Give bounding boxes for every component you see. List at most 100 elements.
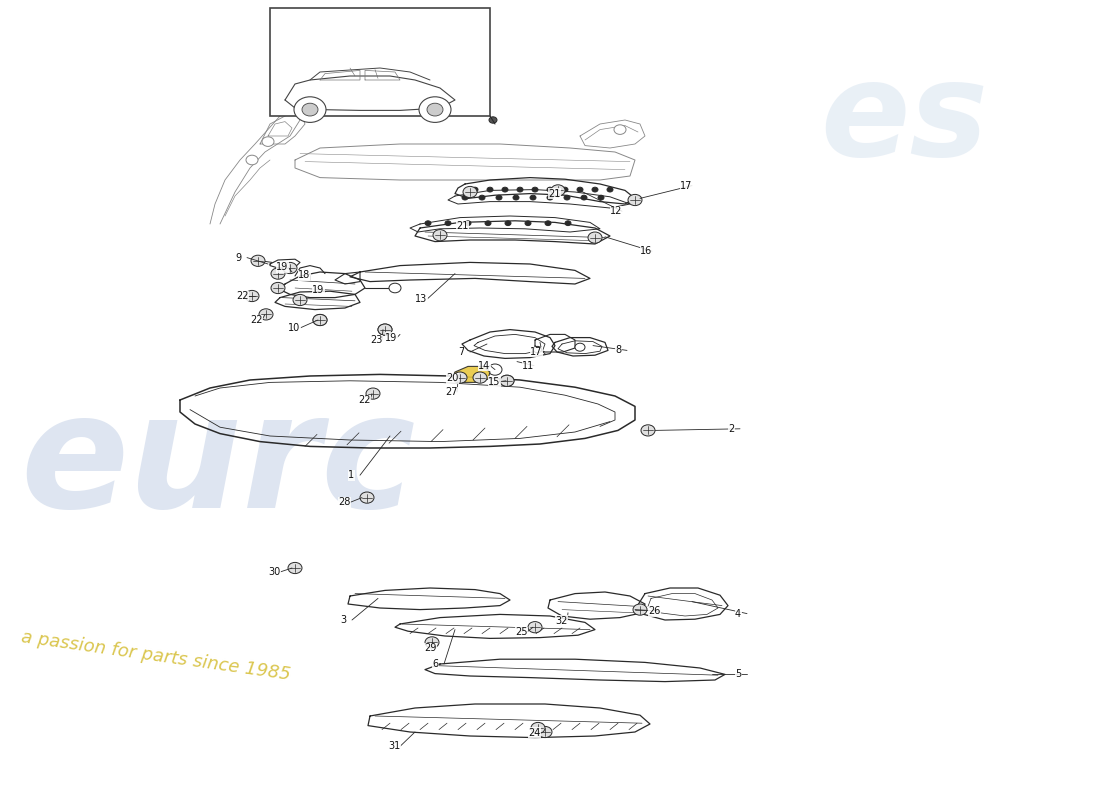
Text: 18: 18 <box>298 270 310 280</box>
Circle shape <box>246 155 258 165</box>
Text: 8: 8 <box>615 346 622 355</box>
Circle shape <box>262 137 274 146</box>
Circle shape <box>465 221 471 226</box>
Circle shape <box>565 221 571 226</box>
Circle shape <box>453 372 468 383</box>
Text: eurc: eurc <box>20 386 416 542</box>
Text: 22: 22 <box>236 291 249 301</box>
Circle shape <box>294 97 326 122</box>
Text: 16: 16 <box>640 246 652 256</box>
Text: 12: 12 <box>610 206 623 216</box>
Text: 17: 17 <box>680 181 692 190</box>
Circle shape <box>293 294 307 306</box>
Circle shape <box>614 125 626 134</box>
Circle shape <box>419 97 451 122</box>
Circle shape <box>538 726 552 738</box>
Circle shape <box>532 187 538 192</box>
Circle shape <box>245 290 258 302</box>
Circle shape <box>531 722 544 734</box>
Text: 7: 7 <box>458 347 464 357</box>
Circle shape <box>578 187 583 192</box>
Circle shape <box>513 195 519 200</box>
Circle shape <box>378 324 392 335</box>
Text: 32: 32 <box>556 616 568 626</box>
Text: 6: 6 <box>432 659 438 669</box>
Circle shape <box>564 195 570 200</box>
Circle shape <box>472 187 478 192</box>
Text: 22: 22 <box>358 395 371 405</box>
Circle shape <box>500 375 514 386</box>
Text: 30: 30 <box>268 567 280 577</box>
Circle shape <box>628 194 642 206</box>
Text: 4: 4 <box>735 609 741 618</box>
Text: 24: 24 <box>528 728 540 738</box>
Circle shape <box>463 186 477 198</box>
Text: 1: 1 <box>348 470 354 480</box>
Circle shape <box>425 637 439 648</box>
Circle shape <box>528 622 542 633</box>
Text: es: es <box>820 57 988 183</box>
Circle shape <box>490 117 497 123</box>
Circle shape <box>314 314 327 326</box>
Circle shape <box>478 195 485 200</box>
Circle shape <box>360 492 374 503</box>
Text: 17: 17 <box>530 347 542 357</box>
Circle shape <box>598 195 604 200</box>
Circle shape <box>433 230 447 241</box>
Text: 9: 9 <box>235 253 241 262</box>
Circle shape <box>525 221 531 226</box>
Circle shape <box>575 343 585 351</box>
Circle shape <box>502 187 508 192</box>
Circle shape <box>534 346 541 353</box>
Circle shape <box>473 372 487 383</box>
Circle shape <box>271 268 285 279</box>
Text: 3: 3 <box>340 615 346 625</box>
Circle shape <box>642 426 654 435</box>
Text: 19: 19 <box>276 262 288 272</box>
Circle shape <box>505 221 512 226</box>
Circle shape <box>547 187 553 192</box>
Text: 29: 29 <box>424 643 437 653</box>
Circle shape <box>641 425 654 436</box>
Circle shape <box>588 232 602 243</box>
Text: 10: 10 <box>288 323 300 333</box>
Circle shape <box>427 103 443 116</box>
Circle shape <box>496 195 502 200</box>
Text: 19: 19 <box>312 286 324 295</box>
Circle shape <box>487 187 493 192</box>
Circle shape <box>530 195 536 200</box>
Text: 23: 23 <box>370 335 383 345</box>
Text: 21: 21 <box>548 189 560 198</box>
Text: 26: 26 <box>648 606 660 616</box>
Text: 13: 13 <box>415 294 427 304</box>
Circle shape <box>271 282 285 294</box>
Circle shape <box>547 195 553 200</box>
Circle shape <box>462 195 468 200</box>
Circle shape <box>517 187 522 192</box>
Bar <box>270 8 490 116</box>
Polygon shape <box>452 366 490 382</box>
Circle shape <box>283 262 297 274</box>
Circle shape <box>592 187 598 192</box>
Circle shape <box>389 283 402 293</box>
Text: a passion for parts since 1985: a passion for parts since 1985 <box>20 628 292 684</box>
Circle shape <box>366 388 379 399</box>
Text: 2: 2 <box>728 424 735 434</box>
Circle shape <box>251 255 265 266</box>
Text: 21: 21 <box>456 222 469 231</box>
Circle shape <box>485 221 491 226</box>
Text: 22: 22 <box>250 315 263 325</box>
Circle shape <box>314 314 327 326</box>
Circle shape <box>302 103 318 116</box>
Circle shape <box>544 221 551 226</box>
Text: 20: 20 <box>446 374 459 383</box>
Circle shape <box>378 324 392 335</box>
Circle shape <box>551 185 565 196</box>
Circle shape <box>488 364 502 375</box>
Text: 25: 25 <box>515 627 528 637</box>
Text: 15: 15 <box>488 377 501 386</box>
Text: 5: 5 <box>735 669 741 678</box>
Circle shape <box>607 187 613 192</box>
Text: 28: 28 <box>338 498 351 507</box>
Circle shape <box>562 187 568 192</box>
